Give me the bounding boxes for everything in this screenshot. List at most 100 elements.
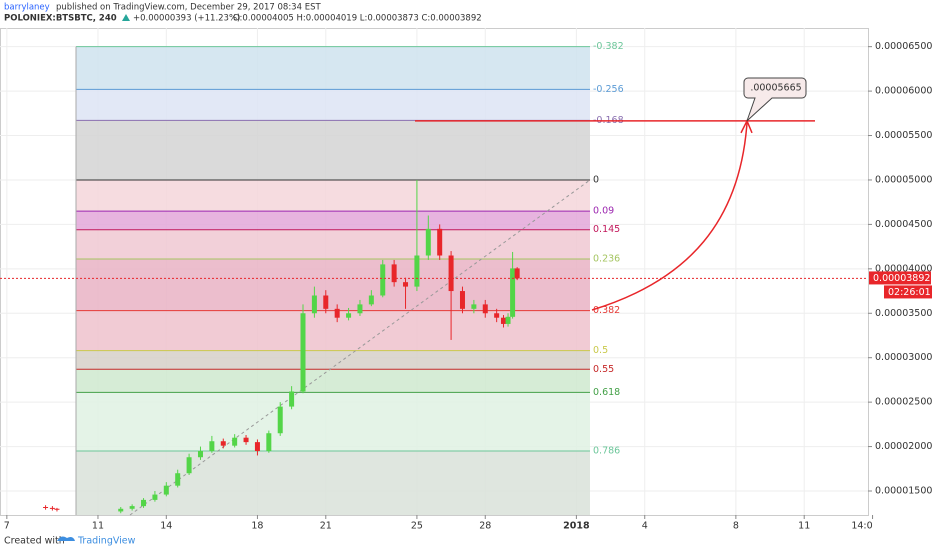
fib-label: 0.236 [593, 254, 620, 265]
fib-band [76, 451, 590, 515]
tv-logo [57, 536, 75, 541]
x-tick-label: 18 [251, 521, 263, 532]
ohlc: O:0.00004005 H:0.00004019 L:0.00003873 C… [233, 14, 482, 24]
fib-band [76, 120, 590, 180]
fib-label: 0.382 [593, 305, 620, 316]
x-tick-label: 11 [92, 521, 104, 532]
candle-body [163, 485, 169, 495]
candle-body [323, 295, 329, 309]
candle-body [494, 313, 500, 318]
y-tick-label: 0.00005000 [875, 174, 932, 185]
published: published on TradingView.com, December 2… [56, 3, 321, 13]
candle-body [254, 442, 260, 452]
y-tick-label: 0.00005500 [875, 130, 932, 141]
x-tick-label: 14 [160, 521, 172, 532]
x-tick-label: 4 [642, 521, 648, 532]
candle-body [357, 304, 363, 314]
x-tick-label: 25 [411, 521, 423, 532]
fib-band [76, 179, 590, 212]
fib-band [76, 392, 590, 452]
candle-body [425, 228, 431, 256]
fib-band [76, 211, 590, 230]
fib-label: 0.618 [593, 387, 620, 398]
candle-body [266, 433, 272, 452]
fib-band [76, 310, 590, 351]
author: barrylaney [4, 3, 50, 13]
fib-band [76, 350, 590, 370]
y-tick-label: 0.00003000 [875, 352, 932, 363]
x-tick-label: 7 [4, 521, 10, 532]
x-tick-label: 14:0 [851, 521, 872, 532]
candle-body [380, 264, 386, 296]
candle-body [414, 255, 420, 287]
candle-body [175, 473, 181, 486]
y-tick-label: 0.00004000 [875, 263, 932, 274]
y-tick-label: 0.00002500 [875, 397, 932, 408]
price-tag [869, 271, 931, 285]
symbol: POLONIEX:BTSBTC, 240 [4, 14, 117, 24]
x-tick-label: 28 [479, 521, 491, 532]
fib-label: 0 [593, 174, 599, 185]
y-tick-label: 0.00001500 [875, 486, 932, 497]
candle-body [334, 308, 340, 318]
x-tick-label: 11 [798, 521, 810, 532]
candle-body [448, 255, 454, 292]
created-with: Created with [4, 536, 65, 547]
candle-body [510, 268, 516, 317]
candle-body [49, 507, 55, 509]
y-tick-label: 0.00002000 [875, 441, 932, 452]
fib-label: 0.5 [593, 345, 608, 356]
candle-body [209, 441, 215, 452]
fib-label: 0.09 [593, 206, 614, 217]
candle-body [368, 295, 374, 305]
candle-body [277, 406, 283, 434]
x-tick-label: 21 [320, 521, 332, 532]
candle-body [346, 313, 352, 318]
candle-body [514, 268, 520, 279]
countdown-tag [884, 285, 932, 299]
fib-band [76, 259, 590, 311]
candle-body [437, 228, 443, 256]
candle-body [459, 291, 465, 309]
projection-arrow [591, 122, 748, 311]
candle-body [311, 295, 317, 314]
candle-body [118, 508, 124, 512]
price-tag-label: 0.00003892 [873, 273, 930, 284]
candle-body [289, 391, 295, 407]
candle-body [220, 441, 226, 446]
callout-label: .00005665 [750, 83, 801, 94]
y-tick-label: 0.00003500 [875, 308, 932, 319]
fib-trend [129, 179, 591, 516]
countdown: 02:26:01 [888, 287, 931, 298]
callout [743, 77, 807, 122]
candle-body [54, 508, 60, 510]
change: +0.00000393 (+11.23%) [133, 14, 240, 24]
candle-body [141, 499, 147, 507]
fib-band [76, 89, 590, 121]
fib-label: -0.256 [593, 84, 624, 95]
candle-body [129, 506, 135, 509]
y-tick-label: 0.00006000 [875, 86, 932, 97]
y-tick-label: 0.00006500 [875, 41, 932, 52]
fib-band [76, 46, 590, 90]
fib-label: 0.786 [593, 446, 620, 457]
brand: TradingView [77, 536, 136, 547]
up-arrow [122, 14, 130, 21]
candle-body [243, 437, 249, 443]
candle-body [300, 313, 306, 392]
candle-body [482, 304, 488, 314]
candle-body [152, 494, 158, 500]
fib-band [76, 229, 590, 260]
candle-body [500, 317, 506, 324]
candle-body [197, 451, 203, 458]
candle-body [403, 282, 409, 287]
plot-area: -0.382-0.256-0.16800.090.1450.2360.3820.… [0, 28, 869, 516]
candle-body [391, 264, 397, 283]
fib-label: 0.55 [593, 364, 614, 375]
x-tick-label: 8 [733, 521, 739, 532]
x-tick-label: 2018 [563, 521, 590, 532]
candle-body [186, 457, 192, 474]
fib-label: 0.145 [593, 224, 620, 235]
